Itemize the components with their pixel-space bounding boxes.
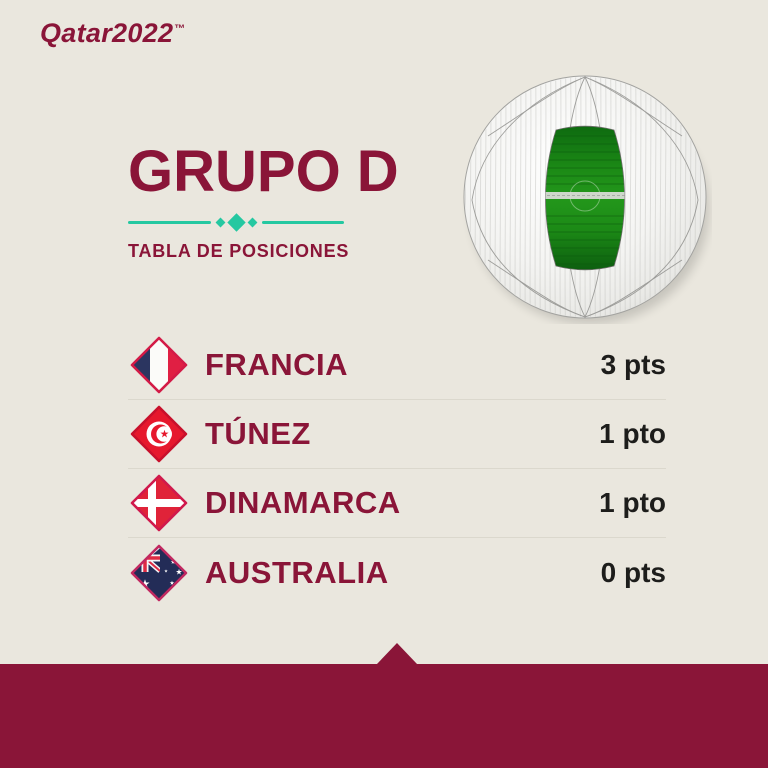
divider-line-left — [128, 221, 211, 225]
team-points: 1 pto — [599, 487, 666, 518]
table-row-tunez: TÚNEZ 1 pto — [128, 400, 666, 469]
australia-flag-icon — [130, 544, 188, 601]
tunisia-flag-icon — [130, 405, 188, 463]
team-name: FRANCIA — [205, 347, 348, 382]
table-row-australia: AUSTRALIA 0 pts — [128, 538, 666, 607]
stadium-aerial-icon — [463, 75, 709, 324]
divider-diamond-large — [226, 213, 246, 232]
title-divider — [128, 213, 344, 232]
denmark-flag-icon — [130, 474, 188, 532]
bottom-band — [0, 643, 768, 768]
standings-table: FRANCIA 3 pts TÚNEZ 1 pto — [128, 331, 666, 607]
trademark-symbol: ™ — [174, 23, 186, 35]
team-points: 0 pts — [600, 556, 666, 588]
table-row-dinamarca: DINAMARCA 1 pto — [128, 469, 666, 538]
team-name: DINAMARCA — [205, 485, 401, 520]
qatar2022-logo: Qatar2022™ — [40, 18, 186, 49]
logo-text: Qatar2022 — [40, 18, 174, 48]
france-flag-icon — [130, 336, 188, 394]
title-block: GRUPO D TABLA DE POSICIONES — [128, 142, 399, 262]
team-name: AUSTRALIA — [205, 554, 389, 590]
group-title: GRUPO D — [128, 139, 399, 204]
table-subtitle: TABLA DE POSICIONES — [128, 241, 350, 262]
divider-line-right — [261, 221, 344, 225]
band-notch-triangle — [377, 643, 417, 664]
team-name: TÚNEZ — [205, 416, 311, 451]
team-points: 3 pts — [600, 349, 666, 380]
divider-diamond-small-right — [247, 217, 257, 228]
team-points: 1 pto — [599, 418, 666, 449]
divider-diamond-small-left — [215, 217, 225, 228]
table-row-francia: FRANCIA 3 pts — [128, 331, 666, 400]
